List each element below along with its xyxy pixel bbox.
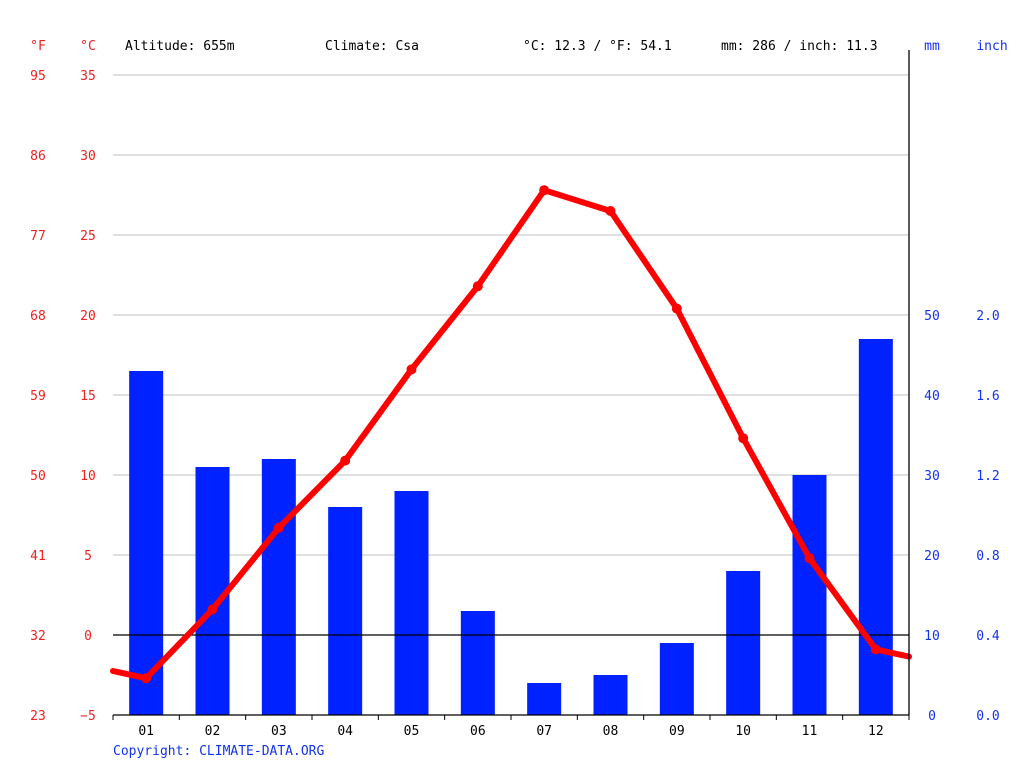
precipitation-bar (593, 675, 628, 715)
fahrenheit-unit-label: °F (30, 39, 46, 54)
temperature-point (605, 206, 616, 216)
temperature-line (110, 187, 912, 682)
temperature-point (141, 673, 152, 684)
inch-tick-label: 1.6 (976, 389, 999, 404)
temperature-point (406, 364, 417, 375)
temperature-point (207, 604, 218, 615)
temperature-summary: °C: 12.3 / °F: 54.1 (523, 39, 672, 54)
celsius-tick-label: 25 (80, 229, 96, 244)
fahrenheit-tick-label: 50 (30, 469, 46, 484)
inch-tick-label: 0.4 (976, 629, 1000, 644)
fahrenheit-tick-label: 41 (30, 549, 46, 564)
precipitation-bar (792, 475, 827, 715)
month-tick-label: 09 (669, 724, 685, 739)
temperature-point (804, 553, 815, 564)
celsius-tick-label: 0 (84, 629, 92, 644)
precipitation-bar (129, 371, 164, 715)
precipitation-bar (659, 643, 694, 715)
fahrenheit-tick-label: 86 (30, 149, 46, 164)
temperature-line-layer (110, 185, 912, 684)
fahrenheit-tick-label: 68 (30, 309, 46, 324)
month-tick-label: 12 (868, 724, 884, 739)
fahrenheit-tick-label: 95 (30, 69, 46, 84)
month-tick-label: 01 (138, 724, 154, 739)
climate-label: Climate: Csa (325, 39, 419, 54)
inch-tick-label: 0.0 (976, 709, 999, 724)
precipitation-bar (527, 683, 562, 715)
celsius-tick-label: 10 (80, 469, 96, 484)
month-tick-label: 10 (735, 724, 751, 739)
month-tick-label: 05 (404, 724, 420, 739)
mm-unit-label: mm (924, 39, 940, 54)
celsius-unit-label: °C (80, 39, 96, 54)
temperature-point (671, 303, 682, 314)
fahrenheit-tick-label: 59 (30, 389, 46, 404)
mm-tick-label: 40 (924, 389, 940, 404)
fahrenheit-tick-label: 23 (30, 709, 46, 724)
temperature-point (340, 455, 351, 466)
mm-tick-label: 20 (924, 549, 940, 564)
celsius-tick-label: 35 (80, 69, 96, 84)
temperature-point (870, 644, 881, 655)
temperature-point (273, 522, 284, 533)
month-tick-label: 02 (205, 724, 221, 739)
precipitation-bar (328, 507, 363, 715)
month-tick-label: 11 (802, 724, 818, 739)
month-tick-label: 03 (271, 724, 287, 739)
celsius-tick-label: 30 (80, 149, 96, 164)
mm-tick-label: 10 (924, 629, 940, 644)
fahrenheit-tick-label: 32 (30, 629, 46, 644)
copyright-text: Copyright: CLIMATE-DATA.ORG (113, 744, 324, 759)
mm-tick-label: 0 (928, 709, 936, 724)
gridlines (113, 74, 909, 556)
axes (112, 50, 910, 720)
celsius-tick-label: 5 (84, 549, 92, 564)
inch-tick-label: 0.8 (976, 549, 999, 564)
altitude-label: Altitude: 655m (125, 39, 235, 54)
precipitation-bar (394, 491, 429, 715)
celsius-tick-label: 20 (80, 309, 96, 324)
temperature-point (472, 281, 483, 292)
mm-tick-label: 50 (924, 309, 940, 324)
inch-tick-label: 2.0 (976, 309, 999, 324)
precipitation-bar (858, 339, 893, 715)
mm-tick-label: 30 (924, 469, 940, 484)
temperature-point (539, 185, 550, 196)
temperature-point (738, 433, 749, 444)
month-tick-label: 08 (603, 724, 619, 739)
precipitation-summary: mm: 286 / inch: 11.3 (721, 39, 878, 54)
month-tick-label: 04 (337, 724, 353, 739)
fahrenheit-tick-label: 77 (30, 229, 46, 244)
inch-tick-label: 1.2 (976, 469, 999, 484)
precipitation-bar (261, 459, 296, 715)
precipitation-bar (460, 611, 495, 715)
celsius-tick-label: −5 (80, 709, 96, 724)
inch-unit-label: inch (976, 39, 1007, 54)
month-tick-label: 07 (536, 724, 552, 739)
celsius-tick-label: 15 (80, 389, 96, 404)
precipitation-bar (726, 571, 761, 715)
month-tick-label: 06 (470, 724, 486, 739)
